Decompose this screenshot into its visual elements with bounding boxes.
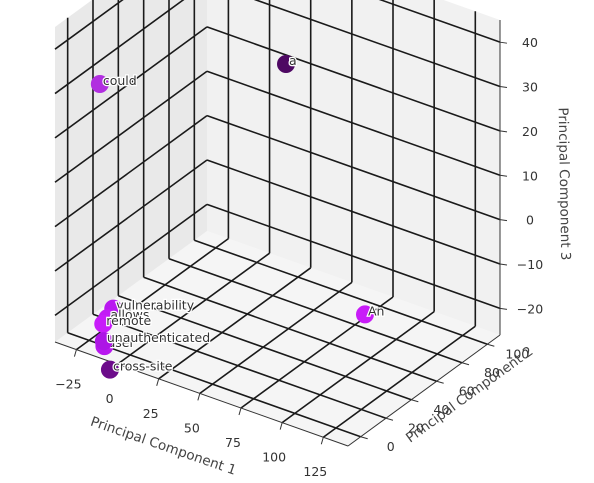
x-tick-mark [197,393,201,401]
y-tick-mark [436,380,444,384]
z-tick-mark [499,219,508,222]
y-tick-label: 0 [387,439,395,454]
data-point [94,332,113,351]
data-point [100,360,119,379]
x-tick-mark [238,407,242,416]
grid-line-z-back [206,203,501,310]
grid-line-z-left [54,70,208,183]
y-tick-mark [385,417,394,421]
data-point [355,305,374,324]
point-label: user [107,335,135,350]
z-tick-mark [499,41,508,44]
grid-line-x-floor [117,252,271,365]
y-tick-label: 80 [484,365,500,380]
grid-line-z-back [206,159,501,265]
y-tick-label: 100 [505,346,529,361]
point-label-halo: unauthenticated [107,330,210,345]
y-axis-line [347,334,501,447]
y-tick-label: 60 [459,383,475,398]
x-tick-label: 50 [184,420,200,435]
y-tick-mark [411,399,419,403]
grid-line-z-left [54,159,208,272]
x-tick-label: −25 [55,377,81,392]
grid-line-z-back [206,70,501,177]
x-tick-label: 125 [303,464,327,479]
grid-line-z-left [54,0,185,95]
grid-line-z-left [54,26,208,139]
z-tick-label: 40 [522,35,538,50]
z-tick-mark [499,307,508,310]
data-point [90,74,109,93]
grid-line-z-left [54,115,208,228]
grid-line-y-floor [92,313,387,420]
point-label-halo: An [368,303,384,318]
z-tick-mark [499,130,508,133]
point-label: unauthenticated [107,330,210,345]
grid-line-x-floor [281,310,435,424]
point-label-halo: cross-site [113,359,173,374]
point-label-halo: could [103,73,137,88]
grid-line-y-floor [143,276,437,383]
z-tick-label: −20 [517,301,543,316]
z-tick-label: 30 [522,80,538,95]
grid-line-y-floor [118,294,412,401]
point-label-halo: a [289,53,297,68]
grid-line-z-left [54,203,208,317]
x-tick-mark [320,437,324,445]
y-tick-label: 20 [408,420,424,435]
z-tick-label: −10 [517,257,543,272]
point-label: could [103,73,137,88]
z-tick-mark [499,86,508,89]
grid-line-y-floor [194,239,488,346]
grid-line-z-back [206,26,501,132]
z-axis-title: Principal Component 3 [555,107,574,260]
grid-line-z-back [378,0,501,43]
point-label-halo: user [107,335,135,350]
x-tick-mark [279,422,283,430]
point-label: cross-site [113,359,173,374]
point-label-halo: allows [110,307,149,322]
y-tick-mark [360,436,368,440]
point-label: a [289,53,297,68]
z-tick-mark [499,174,508,177]
point-label-halo: remote [106,313,151,328]
x-axis-line [54,341,349,447]
grid-line-z-back [253,0,501,88]
grid-line-y-floor [67,331,361,438]
x-tick-label: 100 [262,450,286,465]
grid-line-x-floor [322,325,476,438]
point-label: An [368,303,384,318]
z-tick-mark [499,263,508,266]
grid-line-x-floor [199,281,353,395]
x-tick-label: 75 [225,435,241,450]
point-label: remote [106,313,151,328]
x-tick-mark [156,378,160,386]
x-tick-label: 0 [106,391,114,406]
point-label: allows [110,307,149,322]
grid-line-z-back [206,114,501,221]
grid-line-z-left [54,0,124,50]
point-label: vulnerability [116,298,194,313]
point-label-halo: vulnerability [116,298,194,313]
x-tick-label: 25 [143,406,159,421]
data-points: aaAnAncouldcouldvulnerabilityvulnerabili… [90,52,386,379]
data-point [277,54,296,73]
x-axis-title: Principal Component 1 [88,414,238,479]
z-tick-label: 0 [526,213,534,228]
grid-line-y-floor [168,257,463,364]
z-tick-label: 20 [522,124,538,139]
z-tick-label: 10 [522,168,538,183]
grid-line-x-floor [158,267,312,380]
y-tick-mark [487,343,495,347]
y-tick-label: 40 [433,402,449,417]
x-tick-mark [73,349,77,357]
y-tick-mark [461,362,470,366]
